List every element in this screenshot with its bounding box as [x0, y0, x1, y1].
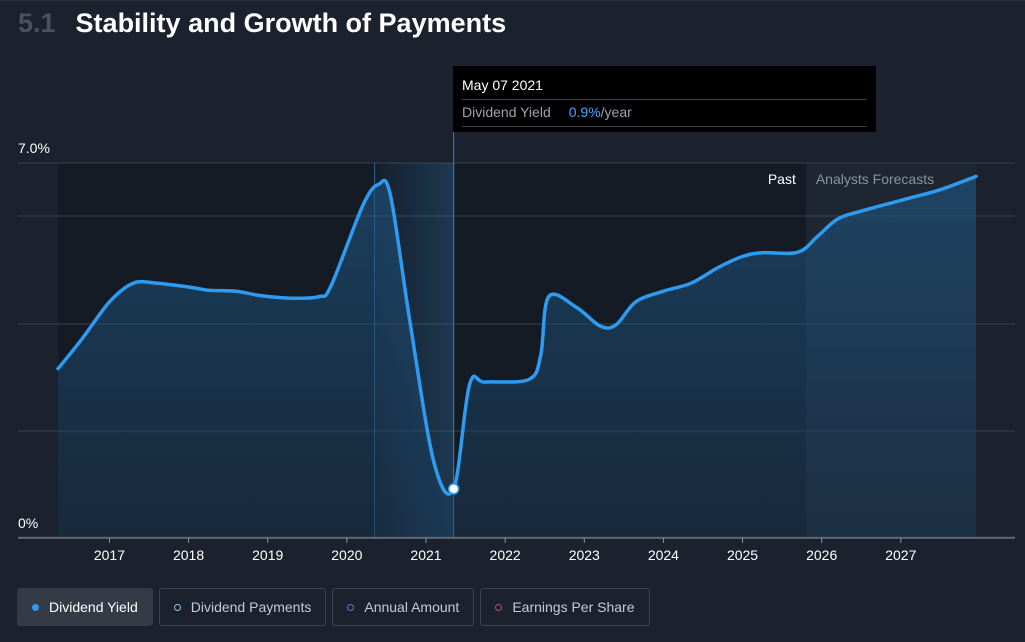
- legend-dot-icon: [32, 603, 39, 611]
- tooltip-label: Dividend Yield: [462, 104, 551, 120]
- selected-point-marker: [447, 483, 460, 495]
- legend-dot-icon: [173, 603, 181, 611]
- x-tick-label: 2019: [252, 547, 283, 563]
- x-tick-label: 2023: [569, 547, 600, 563]
- tooltip-row: Dividend Yield 0.9%/year: [462, 100, 867, 127]
- x-tick-label: 2017: [94, 547, 125, 563]
- y-tick-label-max: 7.0%: [18, 140, 50, 156]
- x-tick-label: 2024: [648, 547, 679, 563]
- forecast-label: Analysts Forecasts: [816, 171, 934, 187]
- legend-dividend-payments[interactable]: Dividend Payments: [158, 588, 327, 626]
- past-label: Past: [768, 171, 796, 187]
- series-area: [58, 176, 976, 537]
- x-tick-label: 2021: [410, 547, 441, 563]
- tooltip-date: May 07 2021: [462, 77, 867, 100]
- x-tick-label: 2018: [173, 547, 204, 563]
- section-header: 5.1 Stability and Growth of Payments: [18, 8, 506, 48]
- y-tick-label-min: 0%: [18, 515, 38, 531]
- x-tick-label: 2026: [806, 547, 837, 563]
- legend-label: Earnings Per Share: [512, 599, 635, 615]
- x-tick-label: 2020: [331, 547, 362, 563]
- chart-legend: Dividend Yield Dividend Payments Annual …: [17, 588, 650, 626]
- legend-label: Dividend Payments: [190, 599, 312, 615]
- tooltip-value: 0.9%: [568, 104, 601, 120]
- x-tick-label: 2027: [885, 547, 916, 563]
- dividend-yield-chart[interactable]: 2017 2018 2019 2020 2021 2022 2023 2024 2025 2026…: [0, 0, 1025, 580]
- x-tick-label: 2022: [490, 547, 521, 563]
- legend-dividend-yield[interactable]: Dividend Yield: [17, 588, 153, 626]
- legend-label: Dividend Yield: [49, 599, 138, 615]
- chart-tooltip: May 07 2021 Dividend Yield 0.9%/year: [453, 66, 876, 132]
- legend-annual-amount[interactable]: Annual Amount: [332, 588, 475, 626]
- x-tick-label: 2025: [727, 547, 758, 563]
- series-line-dividend-yield: [56, 174, 978, 496]
- section-number: 5.1: [18, 8, 56, 38]
- top-divider: [0, 0, 1025, 1]
- legend-dot-icon: [347, 603, 355, 611]
- legend-dot-icon: [495, 603, 503, 611]
- tooltip-unit: /year: [600, 104, 632, 120]
- section-title: Stability and Growth of Payments: [75, 8, 507, 38]
- legend-earnings-per-share[interactable]: Earnings Per Share: [480, 588, 650, 626]
- legend-label: Annual Amount: [364, 599, 460, 615]
